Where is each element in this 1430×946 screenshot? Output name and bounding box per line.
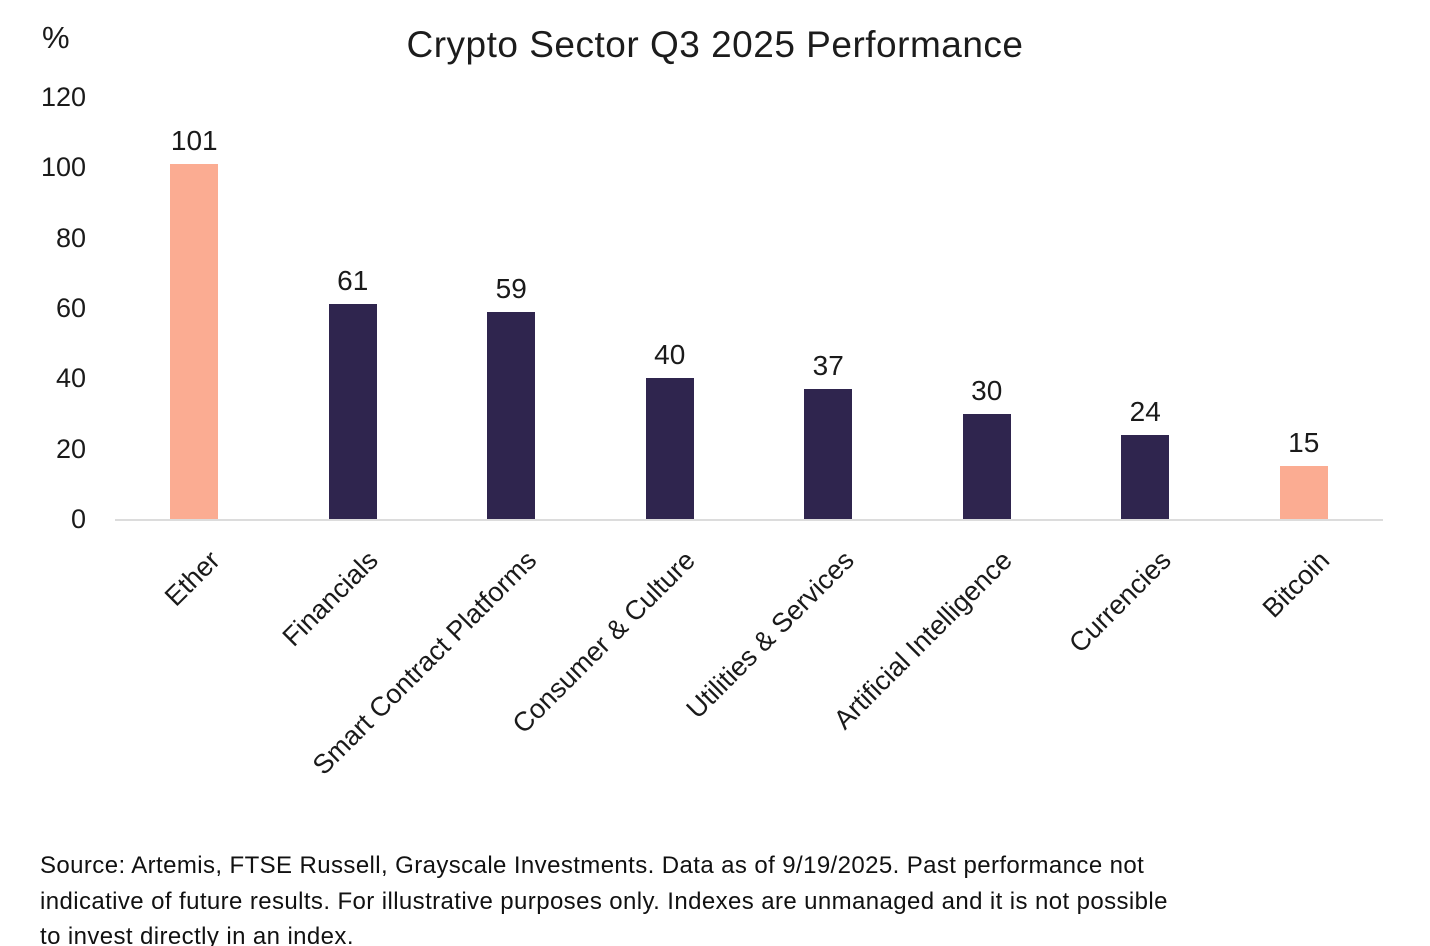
- x-axis-category-label: Financials: [276, 545, 384, 653]
- chart-title: Crypto Sector Q3 2025 Performance: [406, 24, 1024, 65]
- plot-area: 101 61 59 40 37 30 24 15: [115, 97, 1383, 521]
- y-tick-label: 80: [55, 222, 86, 253]
- bar-value-label: 61: [337, 265, 369, 297]
- bar-value-label: 15: [1288, 427, 1320, 459]
- bar-value-label: 40: [654, 339, 686, 371]
- bar-value-label: 37: [812, 349, 844, 381]
- source-note-line: to invest directly in an index.: [40, 923, 354, 946]
- y-tick-label: 0: [70, 504, 86, 534]
- x-axis-category-label: Artificial Intelligence: [828, 545, 1018, 735]
- source-note-line: indicative of future results. For illust…: [40, 887, 1168, 915]
- bar: [328, 304, 377, 519]
- bar: [170, 163, 219, 519]
- x-axis-category-label: Consumer & Culture: [506, 545, 701, 740]
- x-axis-category-label: Currencies: [1062, 545, 1177, 659]
- y-axis-unit-label: %: [42, 20, 70, 55]
- y-tick-label: 40: [55, 363, 86, 394]
- source-note: Source: Artemis, FTSE Russell, Grayscale…: [40, 848, 1400, 946]
- x-axis-category-label: Utilities & Services: [680, 545, 860, 725]
- bar: [645, 378, 694, 519]
- bar-value-label: 24: [1129, 395, 1161, 427]
- bar-value-label: 101: [170, 124, 218, 156]
- bar: [1279, 466, 1328, 519]
- x-axis-category-label: Bitcoin: [1256, 545, 1335, 624]
- bar: [487, 311, 536, 519]
- bar-value-label: 59: [495, 272, 527, 304]
- y-tick-label: 20: [55, 433, 86, 464]
- y-tick-label: 120: [40, 82, 86, 112]
- y-tick-label: 60: [55, 293, 86, 323]
- bar: [1121, 434, 1170, 519]
- y-tick-label: 100: [40, 152, 86, 183]
- bar: [804, 388, 853, 519]
- bar: [962, 413, 1011, 519]
- source-note-line: Source: Artemis, FTSE Russell, Grayscale…: [40, 852, 1145, 879]
- x-axis-category-label: Ether: [158, 545, 226, 612]
- bar-value-label: 30: [971, 374, 1003, 406]
